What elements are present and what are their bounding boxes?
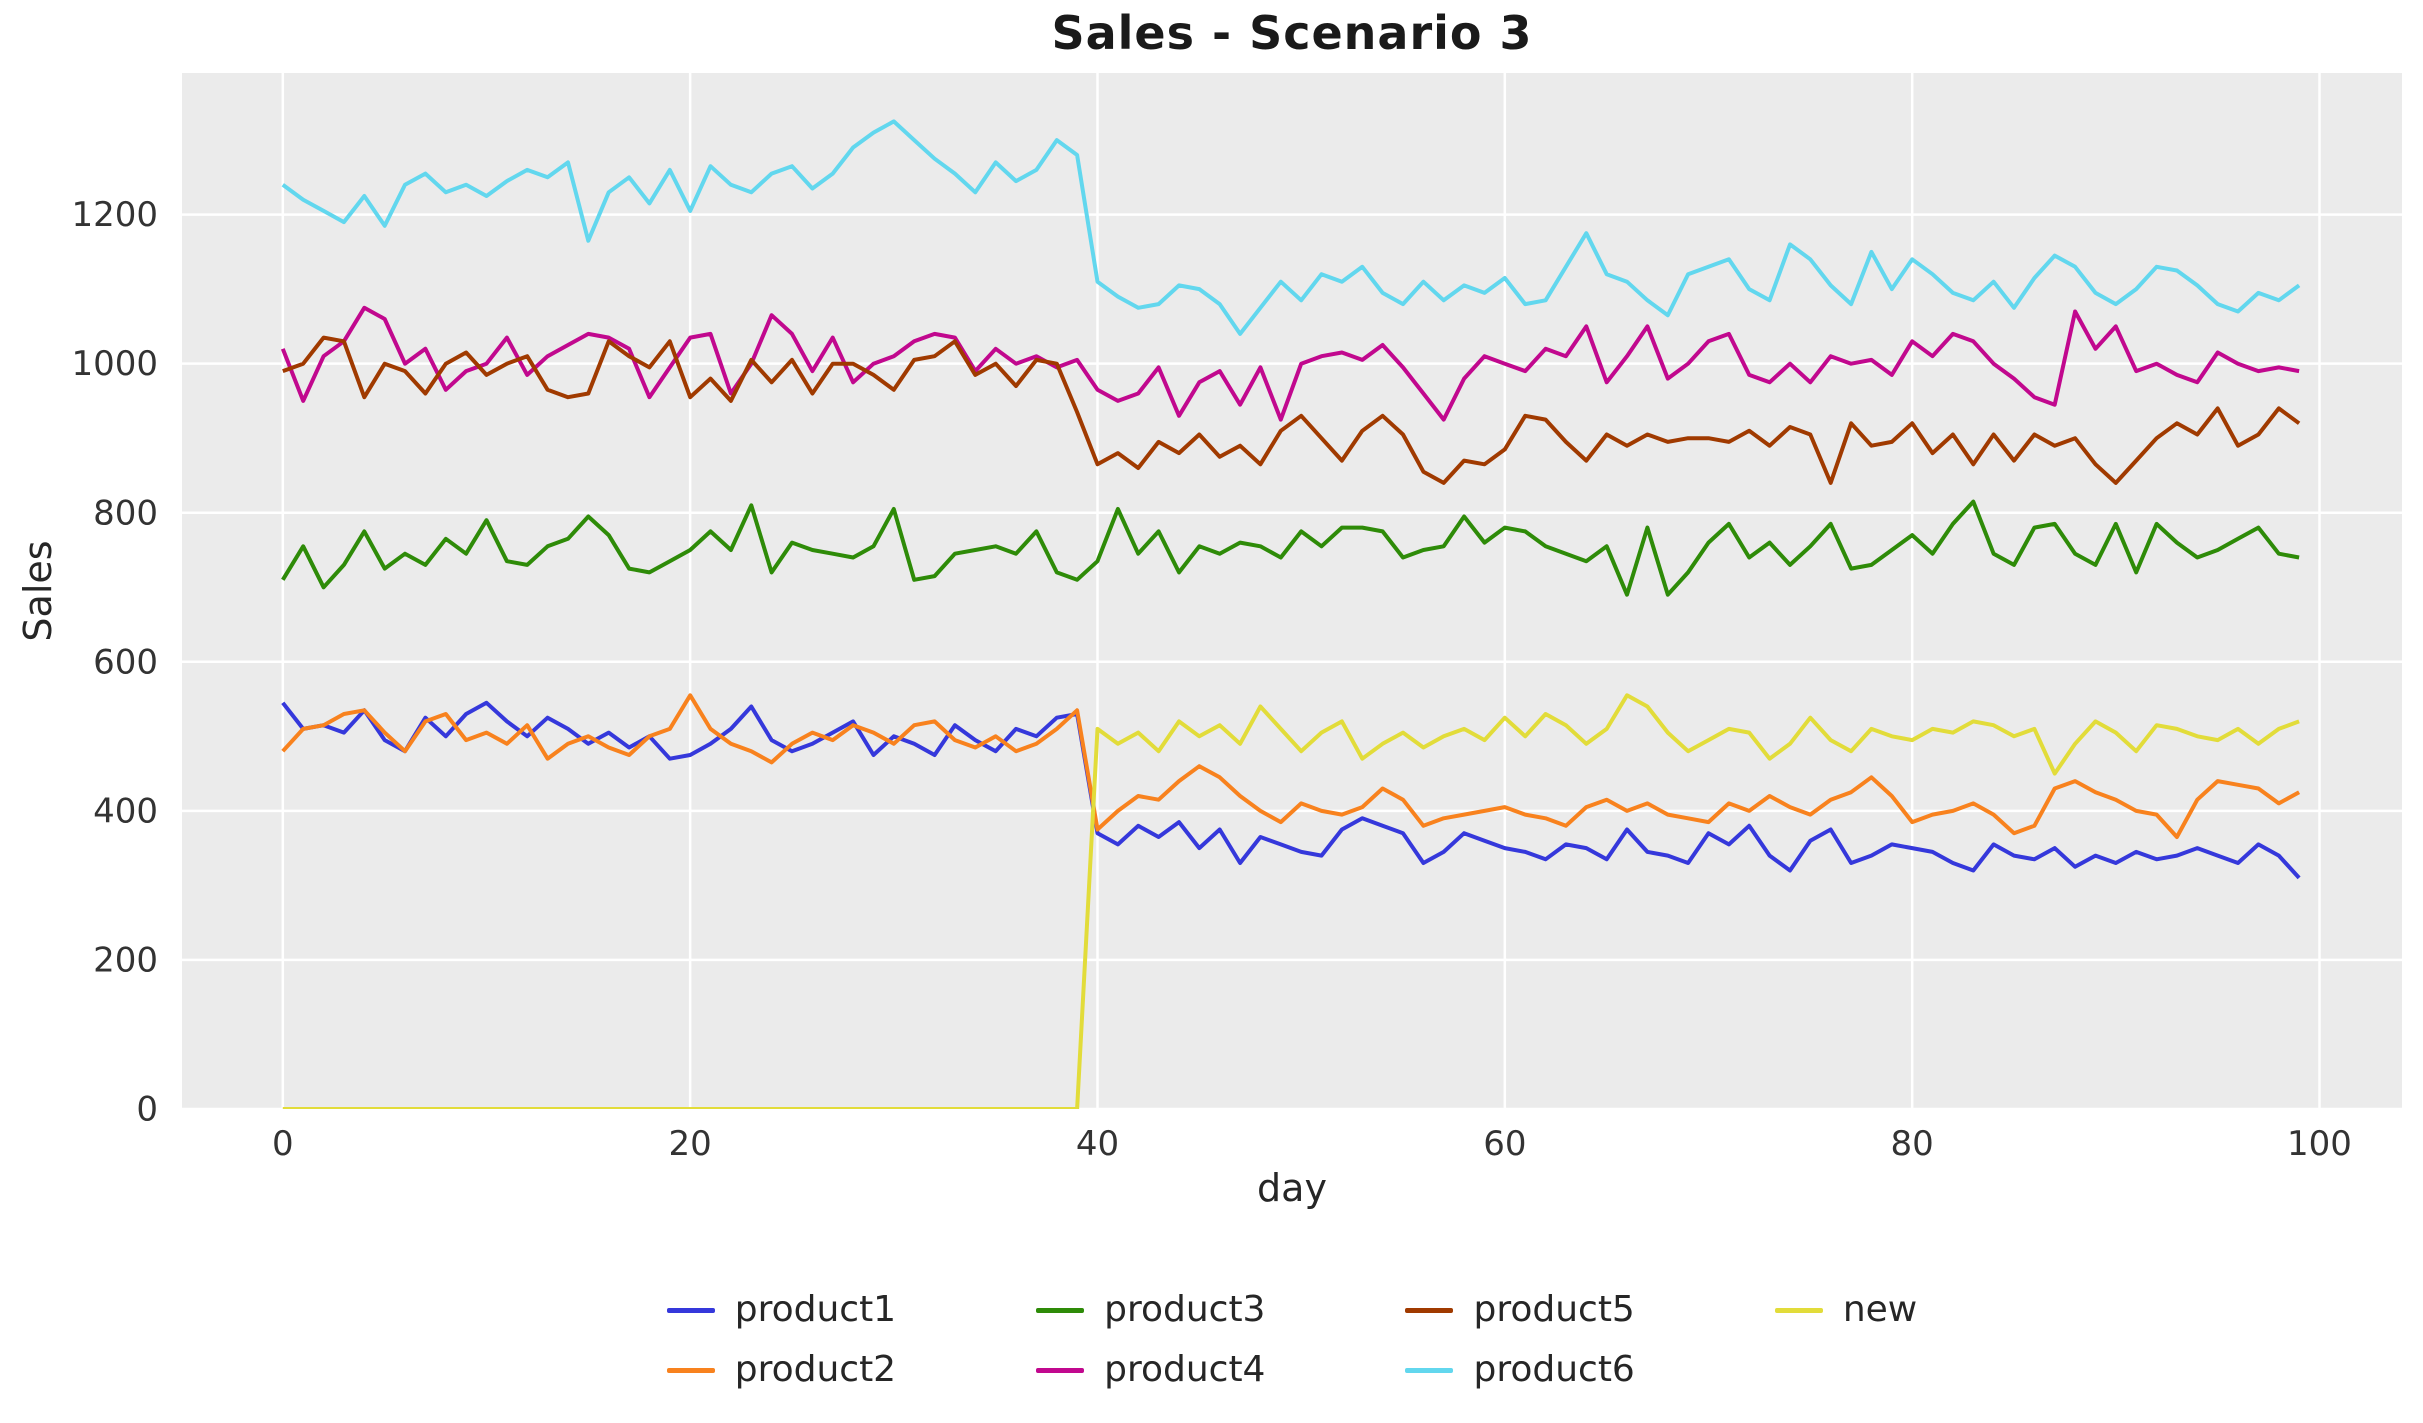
y-tick-label: 800 xyxy=(93,493,158,533)
legend-label: new xyxy=(1842,1289,1918,1330)
series-line-product6 xyxy=(281,119,2301,336)
plot-area xyxy=(182,73,2402,1109)
series-line-product1 xyxy=(281,700,2301,880)
legend-swatch-product5 xyxy=(1405,1307,1454,1313)
x-tick-label: 40 xyxy=(1076,1124,1119,1164)
legend-label: product5 xyxy=(1473,1289,1635,1330)
y-tick-label: 200 xyxy=(93,940,158,980)
series-line-product5 xyxy=(282,335,2301,485)
legend-column: product3 product4 xyxy=(1036,1288,1265,1392)
legend-column: product5 product6 xyxy=(1405,1288,1635,1392)
gridlines xyxy=(182,73,2402,1111)
legend-swatch-product1 xyxy=(666,1307,715,1313)
x-tick-label: 60 xyxy=(1483,1124,1526,1164)
legend-item-product1: product1 xyxy=(666,1288,897,1332)
series-line-product4 xyxy=(280,305,2300,422)
legend-item-product5: product5 xyxy=(1405,1288,1635,1332)
tick-labels: 0 200 400 600 800 1000 1200 0 20 40 60 80 100 xyxy=(71,195,2351,1164)
series-line-product2 xyxy=(281,693,2301,839)
series-lines xyxy=(280,119,2301,1109)
x-tick-label: 100 xyxy=(2287,1124,2352,1164)
legend-column: new xyxy=(1774,1288,1918,1332)
legend-swatch-product4 xyxy=(1036,1367,1085,1373)
y-tick-label: 400 xyxy=(93,791,158,831)
legend-swatch-new xyxy=(1774,1307,1823,1313)
legend-swatch-product6 xyxy=(1405,1367,1454,1373)
legend-item-product6: product6 xyxy=(1405,1348,1635,1392)
y-tick-label: 0 xyxy=(136,1090,158,1130)
legend-label: product1 xyxy=(734,1289,897,1330)
legend-label: product6 xyxy=(1473,1349,1635,1390)
y-tick-label: 600 xyxy=(93,642,158,682)
legend-item-product4: product4 xyxy=(1036,1348,1265,1392)
x-tick-label: 80 xyxy=(1891,1124,1934,1164)
legend-item-product2: product2 xyxy=(666,1348,897,1392)
legend-swatch-product3 xyxy=(1036,1307,1085,1313)
legend-label: product2 xyxy=(734,1349,897,1390)
y-axis-label: Sales xyxy=(16,540,60,642)
legend-label: product4 xyxy=(1104,1349,1266,1390)
legend-column: product1 product2 xyxy=(666,1288,897,1392)
x-axis-label: day xyxy=(1257,1166,1327,1210)
legend-item-new: new xyxy=(1774,1288,1918,1332)
series-line-product3 xyxy=(281,499,2300,597)
y-tick-label: 1200 xyxy=(71,195,158,235)
x-tick-label: 0 xyxy=(272,1124,294,1164)
series-line-new xyxy=(282,693,2300,1109)
y-tick-label: 1000 xyxy=(71,344,158,384)
x-tick-label: 20 xyxy=(669,1124,712,1164)
legend-swatch-product2 xyxy=(666,1367,715,1373)
legend-item-product3: product3 xyxy=(1036,1288,1265,1332)
legend: product1 product2 product3 product4 product5… xyxy=(182,1288,2402,1392)
legend-label: product3 xyxy=(1104,1289,1266,1330)
chart-title: Sales - Scenario 3 xyxy=(1051,6,1533,60)
